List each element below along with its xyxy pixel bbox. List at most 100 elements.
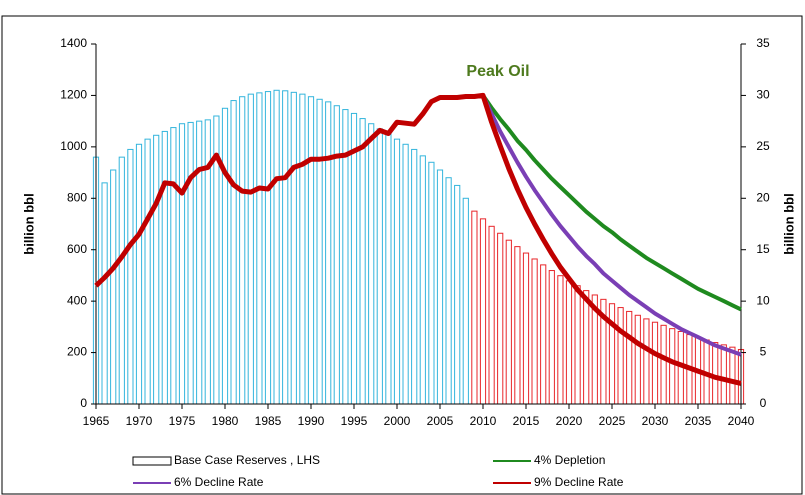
bar xyxy=(548,270,555,405)
bar xyxy=(497,232,504,405)
bar xyxy=(264,91,272,405)
bar xyxy=(247,93,254,405)
y2-tick-label: 35 xyxy=(756,36,770,50)
x-tick-label: 2000 xyxy=(384,414,411,428)
bar xyxy=(488,225,495,405)
x-tick-label: 1975 xyxy=(169,414,196,428)
bar xyxy=(462,197,469,405)
bar xyxy=(411,148,418,405)
bar xyxy=(221,107,229,405)
bar xyxy=(170,127,177,405)
bar xyxy=(565,280,573,405)
y-axis-label: billion bbl xyxy=(21,193,36,254)
y2-tick-label: 5 xyxy=(760,345,767,359)
y2-axis-label: billion bbl xyxy=(781,193,796,254)
legend-label: Base Case Reserves , LHS xyxy=(174,453,320,467)
annotation: Peak Oil xyxy=(466,63,529,80)
bar xyxy=(626,310,633,405)
y2-tick-label: 10 xyxy=(756,293,770,307)
bar xyxy=(153,134,160,405)
bar xyxy=(307,96,315,405)
line-series xyxy=(481,94,742,357)
bar xyxy=(110,169,117,405)
bar xyxy=(454,184,461,405)
bar xyxy=(436,169,444,405)
y-tick-label: 200 xyxy=(67,345,87,359)
bar xyxy=(187,121,194,405)
legend-swatch xyxy=(132,456,172,466)
x-tick-label: 1985 xyxy=(255,414,282,428)
y2-tick-label: 20 xyxy=(756,190,770,204)
y2-tick-label: 15 xyxy=(756,242,770,256)
bar xyxy=(393,138,401,405)
bar xyxy=(428,161,435,405)
bar xyxy=(660,324,667,405)
bar xyxy=(712,342,719,405)
bar xyxy=(359,118,366,405)
bar xyxy=(196,120,203,405)
x-tick-label: 1970 xyxy=(126,414,153,428)
bar xyxy=(608,303,616,405)
bar xyxy=(178,123,186,405)
y2-tick-label: 30 xyxy=(756,88,770,102)
bar xyxy=(350,112,358,405)
x-tick-label: 2020 xyxy=(556,414,583,428)
x-tick-label: 2035 xyxy=(685,414,712,428)
bar xyxy=(144,138,151,405)
bar xyxy=(651,321,659,405)
bar xyxy=(230,100,237,405)
x-tick-label: 1965 xyxy=(83,414,110,428)
x-tick-label: 2010 xyxy=(470,414,497,428)
bar xyxy=(531,258,538,405)
bar xyxy=(135,143,143,405)
legend-label: 9% Decline Rate xyxy=(534,475,624,489)
bar xyxy=(557,275,564,405)
line-series xyxy=(481,94,742,312)
x-tick-label: 2030 xyxy=(642,414,669,428)
bar xyxy=(419,155,426,405)
bar xyxy=(368,123,375,405)
bar xyxy=(720,344,727,405)
bar xyxy=(101,182,108,405)
bar xyxy=(445,177,452,405)
bar xyxy=(471,210,478,405)
bar xyxy=(325,101,332,405)
bar xyxy=(273,89,280,405)
bar xyxy=(161,130,168,405)
legend-label: 6% Decline Rate xyxy=(174,475,264,489)
bar xyxy=(385,133,392,405)
bar xyxy=(643,318,650,405)
x-tick-label: 2040 xyxy=(728,414,755,428)
x-tick-label: 2015 xyxy=(513,414,540,428)
bar xyxy=(376,128,383,405)
bar xyxy=(239,96,246,405)
bar xyxy=(574,285,581,405)
bar xyxy=(669,328,676,405)
bar xyxy=(299,93,306,405)
y2-tick-label: 25 xyxy=(756,139,770,153)
y-tick-label: 0 xyxy=(80,396,87,410)
bar xyxy=(729,346,736,405)
bar xyxy=(505,239,512,405)
x-tick-label: 1990 xyxy=(298,414,325,428)
legend-label: 4% Depletion xyxy=(534,453,605,467)
y-tick-label: 1000 xyxy=(60,139,87,153)
bar xyxy=(127,148,134,405)
bar xyxy=(634,314,641,405)
bar xyxy=(333,105,340,405)
y-tick-label: 1200 xyxy=(60,88,87,102)
line-series xyxy=(94,92,742,386)
y2-tick-label: 0 xyxy=(760,396,767,410)
bar xyxy=(402,143,409,405)
bar xyxy=(290,91,297,405)
bar xyxy=(118,156,125,405)
bar xyxy=(583,290,590,405)
x-tick-label: 2025 xyxy=(599,414,626,428)
chart-frame xyxy=(1,15,803,495)
bar xyxy=(540,264,547,405)
y-tick-label: 600 xyxy=(67,242,87,256)
y-tick-label: 1400 xyxy=(60,36,87,50)
y-tick-label: 800 xyxy=(67,190,87,204)
x-tick-label: 2005 xyxy=(427,414,454,428)
